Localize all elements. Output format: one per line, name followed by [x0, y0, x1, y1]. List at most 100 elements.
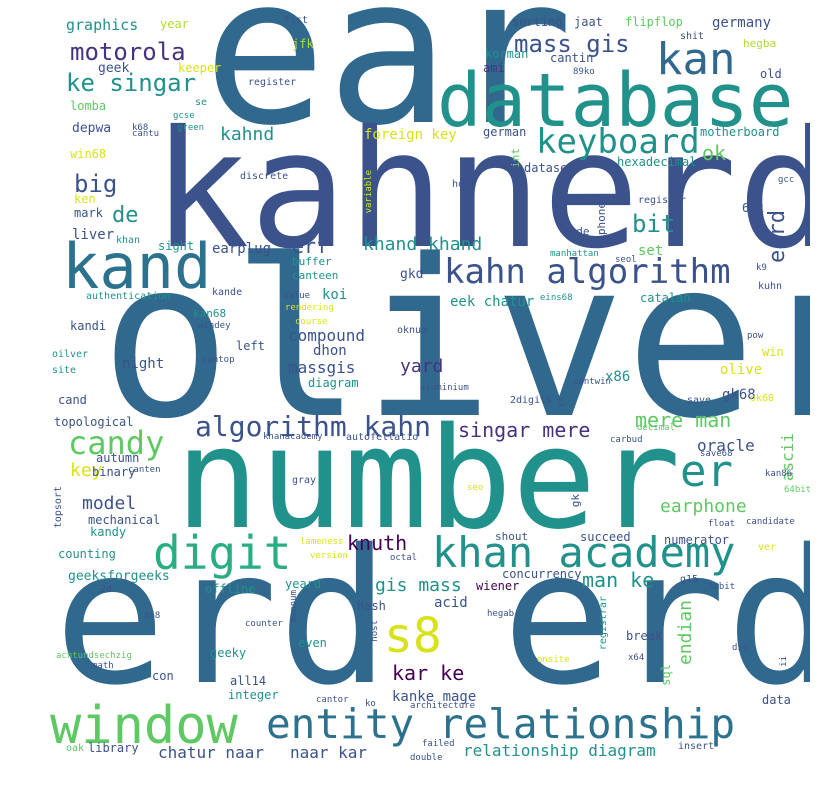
word-knuth: knuth: [347, 531, 408, 555]
word-big: big: [74, 170, 118, 198]
word-registar: registar: [638, 195, 687, 206]
word-mass-gis: mass gis: [514, 30, 630, 58]
word-phone: phone: [595, 202, 608, 236]
word-wiener: wiener: [476, 579, 520, 593]
word-cloud: ear oliver kahnerd number erd erd databa…: [40, 0, 810, 790]
word-register: register: [248, 77, 297, 88]
word-shout: shout: [495, 530, 529, 543]
word-kan68: kan68: [193, 307, 227, 320]
word-save: save: [687, 395, 712, 406]
word-double: double: [410, 753, 443, 763]
word-library: library: [88, 741, 139, 755]
word-kan: kan: [656, 34, 736, 85]
word-kahn-algorithm: kahn algorithm: [444, 252, 731, 292]
word-left: left: [236, 339, 265, 353]
word-koi: koi: [322, 287, 348, 303]
word-kanke-mage: kanke mage: [392, 689, 477, 705]
word-khan: khan: [116, 235, 141, 246]
word-k68: k68: [132, 123, 149, 133]
word-liver: liver: [72, 227, 115, 243]
word-old: old: [760, 67, 782, 81]
word-carbud: carbud: [610, 435, 643, 445]
word-mark: mark: [74, 206, 103, 220]
word-jfk: jfk: [292, 37, 314, 51]
word-cand: cand: [58, 393, 87, 407]
word-singar-mere: singar mere: [458, 418, 591, 442]
word-khanacademy: khanacademy: [263, 432, 323, 442]
word-database: database: [437, 58, 794, 144]
word-hegba: hegba: [743, 37, 777, 50]
word-rendering: rendering: [285, 303, 334, 313]
word-cantu: cantu: [132, 129, 160, 139]
word-k9: k9: [756, 263, 767, 273]
word-authentication: authentication: [86, 291, 171, 302]
word-gk: gk: [569, 494, 582, 508]
word-68k: 68k: [742, 201, 764, 215]
word-kandy: kandy: [90, 525, 127, 539]
word-counting: counting: [58, 547, 116, 561]
word-earphone: earphone: [660, 496, 747, 517]
word-value: value: [283, 291, 311, 301]
word-earplug: earplug: [212, 241, 272, 257]
word-kahnd: kahnd: [220, 124, 275, 145]
word-oknum: oknum: [397, 325, 428, 336]
word-canteen: canteen: [292, 269, 339, 282]
word-yard: yard: [400, 356, 444, 377]
word-german: german: [483, 125, 527, 139]
word-counter: counter: [245, 619, 283, 629]
word-int: int: [509, 148, 522, 168]
word-64bit: 64bit: [784, 485, 810, 495]
word-topological: topological: [54, 415, 134, 429]
word-er: er: [680, 446, 733, 497]
word-erf: erf: [292, 234, 329, 258]
word-s8: s8: [384, 608, 442, 664]
word-achtundsechzig: achtundsechzig: [56, 651, 132, 661]
word-yeard: yeard: [285, 577, 322, 591]
word-g15: g15: [680, 574, 699, 585]
word-gcc: gcc: [778, 175, 795, 185]
word-olive: olive: [720, 362, 763, 378]
word-succeed: succeed: [580, 530, 631, 544]
word-candidate: candidate: [746, 517, 795, 527]
word-discrete: discrete: [240, 171, 289, 182]
word-gis-mass: gis mass: [375, 575, 462, 596]
word-failed: failed: [422, 739, 455, 749]
word-khan-academy: khan academy: [432, 528, 736, 577]
word-2digits: 2digits: [510, 395, 553, 406]
word-autumn: autumn: [96, 451, 140, 465]
word-green: green: [177, 123, 205, 133]
word-ver: ver: [758, 542, 777, 553]
word-hash: hash: [357, 599, 386, 613]
word-night: night: [122, 356, 165, 372]
word-ke-singar: ke singar: [66, 69, 197, 97]
word-ear: ear: [203, 0, 574, 171]
word-2d: 2d: [100, 584, 113, 595]
word-graphics: graphics: [66, 16, 139, 34]
word-khand-khand: khand khand: [363, 234, 483, 255]
word-numerator: numerator: [664, 533, 730, 547]
word-89ko: 89ko: [573, 67, 595, 77]
word-geeky: geeky: [210, 646, 247, 660]
word-manhattan: manhattan: [550, 249, 599, 259]
word-motorola: motorola: [70, 38, 186, 66]
word-entity-relationship: entity relationship: [266, 700, 735, 748]
word-topsort: topsort: [53, 486, 64, 529]
word-shit: shit: [680, 31, 705, 42]
word-motherboard: motherboard: [700, 125, 780, 139]
word-kandi: kandi: [70, 319, 107, 333]
word-data: data: [762, 693, 791, 707]
word-oak: oak: [66, 743, 85, 754]
word-de: de: [112, 203, 139, 228]
word-relationship-diagram: relationship diagram: [463, 741, 656, 760]
word-site: site: [52, 365, 77, 376]
word-aluminium: aluminium: [420, 383, 469, 393]
word-octal: octal: [390, 553, 418, 563]
word-acid: acid: [434, 595, 468, 611]
word-keeper: keeper: [178, 61, 222, 75]
word-endian: endian: [675, 600, 696, 666]
word-kar-ke: kar ke: [392, 661, 465, 685]
word-x64: x64: [628, 653, 645, 663]
word-ken: ken: [74, 192, 96, 206]
word-lomba: lomba: [70, 99, 107, 113]
word-binary: binary: [92, 465, 136, 479]
